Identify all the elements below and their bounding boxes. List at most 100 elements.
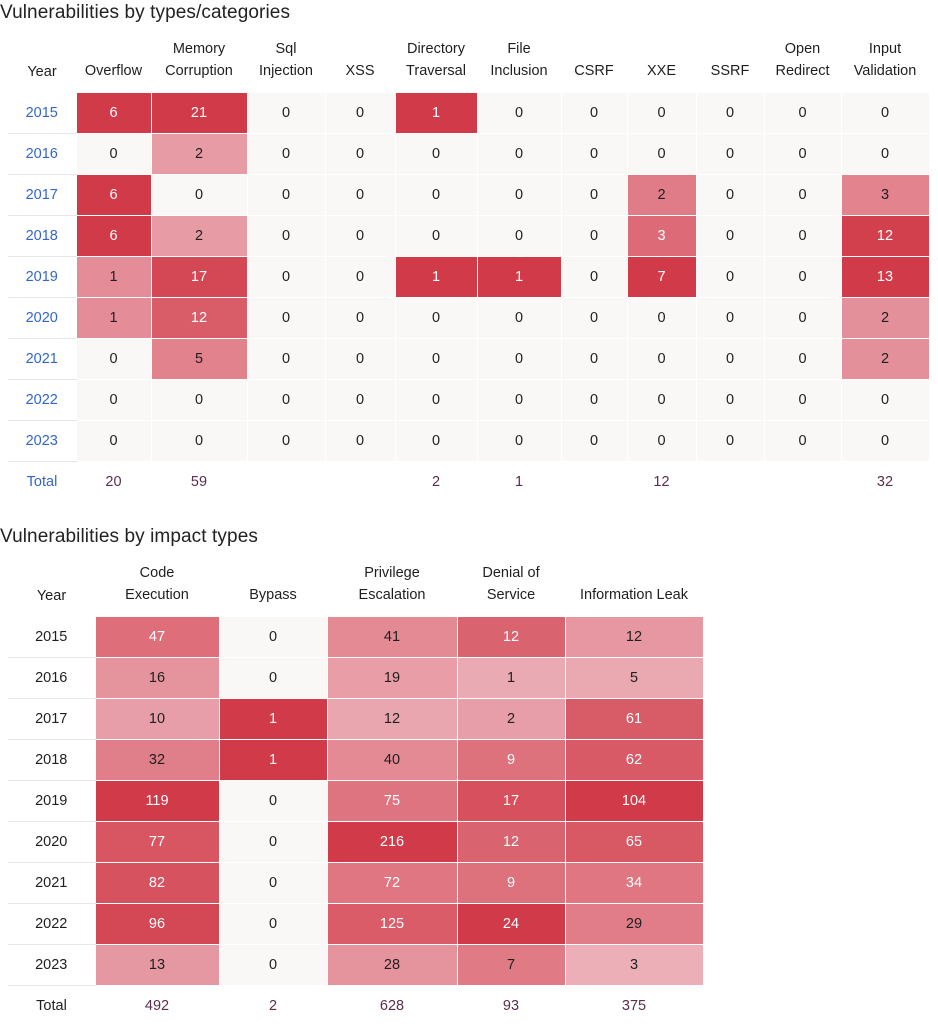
value-cell-memory-corruption: 12	[150, 297, 248, 339]
value-cell-overflow: 0	[75, 338, 152, 380]
value-cell-sql-injection: 0	[246, 256, 326, 298]
value-cell-code-execution: 13	[94, 944, 220, 986]
value-cell-sql-injection: 0	[246, 297, 326, 339]
totals-row: Total 492 2 628 93 375	[8, 985, 703, 1027]
column-header-line: Inclusion	[490, 63, 548, 79]
column-header-line: CSRF	[574, 63, 614, 79]
table-row: 2021 0 5 0 0 0 0 0 0 0 0 2	[8, 338, 930, 380]
value-cell-xss: 0	[324, 379, 396, 421]
value-cell-information-leak: 62	[564, 739, 704, 781]
year-link[interactable]: 2023	[8, 420, 76, 462]
value-cell-denial-of-service: 12	[456, 821, 566, 863]
value-cell-directory-traversal: 0	[394, 379, 478, 421]
categories-section-title: Vulnerabilities by types/categories	[0, 2, 291, 23]
year-link[interactable]: 2018	[8, 215, 76, 257]
value-cell-sql-injection: 0	[246, 174, 326, 216]
value-cell-xxe: 3	[626, 215, 697, 257]
totals-row: Total 20 59 2 1 12 32	[8, 461, 929, 503]
value-cell-directory-traversal: 0	[394, 297, 478, 339]
column-header-csrf: CSRF	[561, 38, 627, 93]
value-cell-denial-of-service: 9	[456, 862, 566, 904]
value-cell-information-leak: 12	[564, 616, 704, 658]
value-cell-denial-of-service: 17	[456, 780, 566, 822]
column-header-input-validation: Input Validation	[841, 38, 929, 93]
year-link[interactable]: 2021	[8, 338, 76, 380]
value-cell-input-validation: 0	[840, 133, 930, 175]
value-cell-csrf: 0	[560, 420, 628, 462]
value-cell-denial-of-service: 1	[456, 657, 566, 699]
column-header-xss: XSS	[325, 38, 395, 93]
table-row: 2021 82 0 72 9 34	[8, 862, 704, 904]
value-cell-open-redirect: 0	[763, 338, 842, 380]
value-cell-overflow: 6	[75, 92, 152, 134]
table-row: 2018 6 2 0 0 0 0 0 3 0 0 12	[8, 215, 930, 257]
value-cell-denial-of-service: 9	[456, 739, 566, 781]
year-link[interactable]: 2015	[8, 92, 76, 134]
column-header-denial-of-service: Denial of Service	[457, 562, 565, 617]
table-row: 2016 0 2 0 0 0 0 0 0 0 0 0	[8, 133, 930, 175]
table-row: 2022 96 0 125 24 29	[8, 903, 704, 945]
column-header-line: Sql	[275, 41, 297, 57]
value-cell-file-inclusion: 0	[476, 92, 562, 134]
total-cell-information-leak: 375	[565, 985, 703, 1027]
year-link[interactable]: 2020	[8, 297, 76, 339]
table-row: 2023 13 0 28 7 3	[8, 944, 704, 986]
column-header-line: Redirect	[775, 63, 830, 79]
year-link[interactable]: 2016	[8, 133, 76, 175]
value-cell-file-inclusion: 1	[476, 256, 562, 298]
total-cell-sql-injection	[247, 461, 325, 503]
value-cell-input-validation: 12	[840, 215, 930, 257]
value-cell-denial-of-service: 2	[456, 698, 566, 740]
year-label: 2023	[8, 944, 95, 986]
value-cell-privilege-escalation: 41	[326, 616, 458, 658]
column-header-line: XSS	[345, 63, 375, 79]
value-cell-directory-traversal: 0	[394, 420, 478, 462]
value-cell-directory-traversal: 0	[394, 133, 478, 175]
table-row: 2018 32 1 40 9 62	[8, 739, 704, 781]
column-header-line: Directory	[406, 41, 465, 57]
value-cell-directory-traversal: 0	[394, 338, 478, 380]
value-cell-file-inclusion: 0	[476, 174, 562, 216]
year-link[interactable]: 2019	[8, 256, 76, 298]
value-cell-privilege-escalation: 75	[326, 780, 458, 822]
value-cell-denial-of-service: 7	[456, 944, 566, 986]
value-cell-overflow: 6	[75, 215, 152, 257]
column-header-line: Traversal	[406, 63, 466, 79]
value-cell-bypass: 0	[218, 862, 328, 904]
total-cell-code-execution: 492	[95, 985, 219, 1027]
value-cell-csrf: 0	[560, 174, 628, 216]
value-cell-memory-corruption: 5	[150, 338, 248, 380]
value-cell-xxe: 0	[626, 297, 697, 339]
value-cell-memory-corruption: 0	[150, 379, 248, 421]
value-cell-sql-injection: 0	[246, 338, 326, 380]
column-header-overflow: Overflow	[76, 38, 151, 93]
value-cell-bypass: 1	[218, 698, 328, 740]
value-cell-overflow: 1	[75, 297, 152, 339]
value-cell-bypass: 1	[218, 739, 328, 781]
value-cell-privilege-escalation: 40	[326, 739, 458, 781]
column-header-line: Corruption	[165, 63, 233, 79]
value-cell-sql-injection: 0	[246, 379, 326, 421]
year-link[interactable]: 2017	[8, 174, 76, 216]
value-cell-csrf: 0	[560, 256, 628, 298]
year-label: 2016	[8, 657, 95, 699]
column-header-line: Escalation	[358, 587, 426, 603]
value-cell-bypass: 0	[218, 903, 328, 945]
value-cell-input-validation: 13	[840, 256, 930, 298]
value-cell-input-validation: 0	[840, 379, 930, 421]
column-header-line: SSRF	[710, 63, 750, 79]
year-label: 2017	[8, 698, 95, 740]
value-cell-open-redirect: 0	[763, 174, 842, 216]
table-row: 2015 6 21 0 0 1 0 0 0 0 0 0	[8, 92, 930, 134]
year-link[interactable]: 2022	[8, 379, 76, 421]
value-cell-xss: 0	[324, 92, 396, 134]
column-header-line: XXE	[646, 63, 676, 79]
value-cell-csrf: 0	[560, 215, 628, 257]
total-cell-privilege-escalation: 628	[327, 985, 457, 1027]
value-cell-xss: 0	[324, 256, 396, 298]
value-cell-code-execution: 77	[94, 821, 220, 863]
value-cell-open-redirect: 0	[763, 92, 842, 134]
value-cell-privilege-escalation: 12	[326, 698, 458, 740]
value-cell-information-leak: 3	[564, 944, 704, 986]
column-header-ssrf: SSRF	[696, 38, 764, 93]
